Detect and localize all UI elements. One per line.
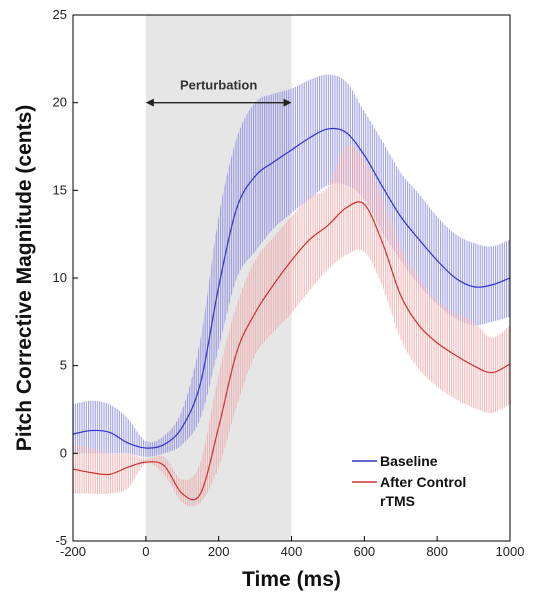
legend-label-after-control-rtms: After Control rTMS	[380, 474, 470, 509]
perturbation-label: Perturbation	[180, 78, 257, 93]
y-tick-label: 5	[60, 358, 67, 373]
band-baseline	[73, 74, 510, 457]
x-tick-label: 0	[142, 544, 149, 559]
y-axis-label: Pitch Corrective Magnitude (cents)	[13, 105, 36, 452]
x-tick-label: 200	[208, 544, 230, 559]
x-tick-label: 600	[353, 544, 375, 559]
x-tick-label: -200	[60, 544, 86, 559]
legend-label-line-1: After Control	[380, 474, 466, 490]
y-tick-label: 15	[53, 182, 67, 197]
legend-label-baseline: Baseline	[380, 453, 438, 469]
axis-ticks: -200 0 200 400 600 800 1000 -5 0 5 10 15 20 25	[53, 7, 525, 559]
x-tick-label: 1000	[496, 544, 525, 559]
legend: Baseline After Control rTMS	[352, 453, 470, 509]
arrow-head-right	[283, 98, 292, 107]
x-axis-label: Time (ms)	[242, 568, 341, 591]
y-tick-label: 20	[53, 95, 67, 110]
error-bands	[73, 74, 510, 507]
arrow-head-left	[145, 98, 154, 107]
y-tick-label: -5	[55, 533, 67, 548]
x-tick-label: 400	[281, 544, 303, 559]
series-line-after-control-rtms	[72, 201, 511, 501]
x-tick-label: 800	[426, 544, 448, 559]
band-after-control-rtms	[73, 145, 510, 507]
series-lines	[72, 127, 511, 501]
y-tick-label: 10	[53, 270, 67, 285]
series-line-baseline	[72, 127, 511, 449]
legend-label-line-2: rTMS	[380, 493, 415, 509]
y-tick-label: 25	[53, 7, 67, 22]
y-tick-label: 0	[60, 445, 67, 460]
